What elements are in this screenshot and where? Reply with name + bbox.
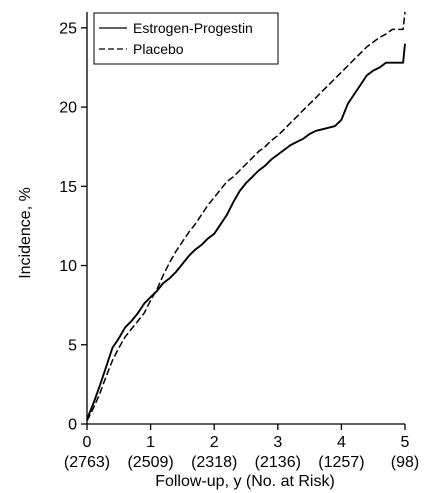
no-at-risk-label: (2509) bbox=[127, 454, 173, 471]
legend-label-estrogen-progestin: Estrogen-Progestin bbox=[133, 20, 253, 36]
plot-axes bbox=[86, 12, 405, 425]
x-tick-label: 4 bbox=[337, 434, 346, 451]
y-axis-title: Incidence, % bbox=[17, 187, 34, 279]
x-tick-label: 1 bbox=[146, 434, 155, 451]
x-tick-label: 3 bbox=[273, 434, 282, 451]
y-tick-label: 10 bbox=[59, 258, 77, 275]
no-at-risk-label: (2318) bbox=[191, 454, 237, 471]
x-axis-title: Follow-up, y (No. at Risk) bbox=[155, 473, 335, 490]
no-at-risk-label: (1257) bbox=[318, 454, 364, 471]
y-tick-label: 0 bbox=[68, 417, 77, 434]
y-tick-label: 15 bbox=[59, 179, 77, 196]
series-line-estrogen-progestin bbox=[86, 43, 406, 420]
y-tick-label: 25 bbox=[59, 20, 77, 37]
y-tick-label: 20 bbox=[59, 100, 77, 117]
legend-box bbox=[93, 12, 279, 65]
series-layer bbox=[86, 11, 406, 422]
x-tick-label: 0 bbox=[83, 434, 92, 451]
legend-label-placebo: Placebo bbox=[133, 41, 184, 57]
y-tick-label: 5 bbox=[68, 337, 77, 354]
no-at-risk-label: (98) bbox=[391, 454, 419, 471]
no-at-risk-label: (2136) bbox=[255, 454, 301, 471]
series-line-placebo bbox=[86, 11, 406, 422]
x-tick-label: 5 bbox=[401, 434, 410, 451]
axis-ticks: 0 5 10 15 20 25 0 (2763) 1 (2509) 2 (2318) 3 (2136) 4 (… bbox=[59, 20, 419, 471]
x-tick-label: 2 bbox=[210, 434, 219, 451]
no-at-risk-label: (2763) bbox=[64, 454, 110, 471]
legend: Estrogen-Progestin Placebo bbox=[93, 12, 279, 65]
